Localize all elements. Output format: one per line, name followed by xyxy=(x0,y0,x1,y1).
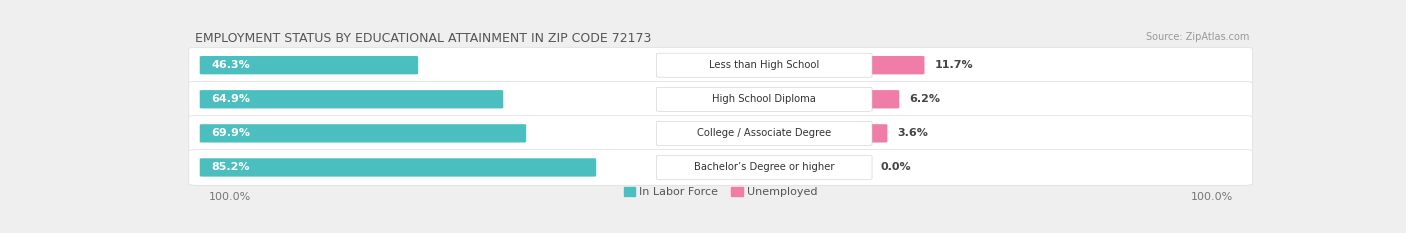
FancyBboxPatch shape xyxy=(200,56,418,74)
FancyBboxPatch shape xyxy=(200,124,526,143)
Text: 100.0%: 100.0% xyxy=(208,192,250,202)
FancyBboxPatch shape xyxy=(657,53,872,77)
Text: 3.6%: 3.6% xyxy=(897,128,928,138)
Text: 100.0%: 100.0% xyxy=(1191,192,1233,202)
Text: EMPLOYMENT STATUS BY EDUCATIONAL ATTAINMENT IN ZIP CODE 72173: EMPLOYMENT STATUS BY EDUCATIONAL ATTAINM… xyxy=(195,32,652,45)
Text: 0.0%: 0.0% xyxy=(880,162,911,172)
FancyBboxPatch shape xyxy=(865,90,900,108)
Text: 69.9%: 69.9% xyxy=(212,128,250,138)
FancyBboxPatch shape xyxy=(200,158,596,177)
FancyBboxPatch shape xyxy=(188,116,1253,151)
Text: 85.2%: 85.2% xyxy=(212,162,250,172)
Text: Source: ZipAtlas.com: Source: ZipAtlas.com xyxy=(1146,32,1249,42)
Text: College / Associate Degree: College / Associate Degree xyxy=(697,128,831,138)
Legend: In Labor Force, Unemployed: In Labor Force, Unemployed xyxy=(619,182,823,202)
FancyBboxPatch shape xyxy=(657,87,872,111)
FancyBboxPatch shape xyxy=(188,81,1253,117)
Text: Less than High School: Less than High School xyxy=(709,60,820,70)
Text: 6.2%: 6.2% xyxy=(910,94,941,104)
FancyBboxPatch shape xyxy=(188,47,1253,83)
FancyBboxPatch shape xyxy=(657,121,872,145)
Text: Bachelor’s Degree or higher: Bachelor’s Degree or higher xyxy=(695,162,834,172)
Text: 46.3%: 46.3% xyxy=(212,60,250,70)
FancyBboxPatch shape xyxy=(188,150,1253,185)
Text: High School Diploma: High School Diploma xyxy=(713,94,815,104)
FancyBboxPatch shape xyxy=(865,56,925,74)
FancyBboxPatch shape xyxy=(200,90,503,108)
Text: 64.9%: 64.9% xyxy=(212,94,250,104)
FancyBboxPatch shape xyxy=(657,155,872,179)
FancyBboxPatch shape xyxy=(865,124,887,143)
Text: 11.7%: 11.7% xyxy=(935,60,973,70)
